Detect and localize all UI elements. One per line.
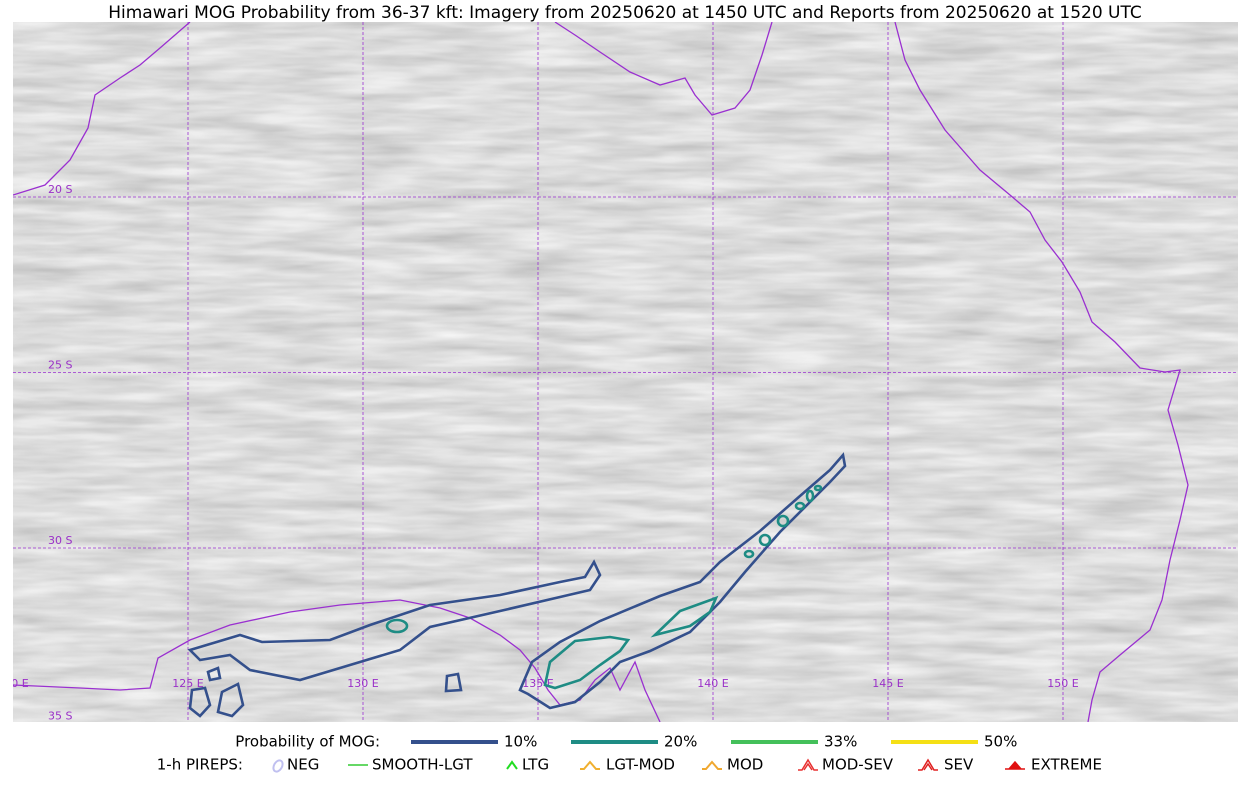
pirep-icon — [918, 758, 938, 771]
pirep-label: LGT-MOD — [606, 756, 675, 774]
pirep-icon — [798, 758, 818, 771]
pirep-icon — [1005, 760, 1025, 770]
satellite-texture — [13, 22, 1238, 722]
legend-title: Probability of MOG: — [235, 733, 380, 751]
pirep-label: EXTREME — [1031, 756, 1102, 774]
pirep-icon — [580, 760, 600, 770]
contour-10 — [188, 666, 463, 718]
lat-label: 25 S — [48, 359, 72, 372]
contour-20 — [385, 484, 823, 634]
lon-label: 135 E — [522, 677, 553, 690]
legend-label: 10% — [504, 733, 537, 751]
coastline — [13, 22, 191, 196]
legend-label: 50% — [984, 733, 1017, 751]
lon-label: 130 E — [347, 677, 378, 690]
pirep-icon — [702, 760, 722, 770]
legend-label: 20% — [664, 733, 697, 751]
coastline — [554, 22, 773, 116]
contour-10 — [518, 452, 847, 710]
pirep-label: NEG — [287, 756, 319, 774]
contour-10 — [187, 559, 602, 682]
map: 120 E 125 E 130 E 135 E 140 E 145 E 150 E 20 S 2… — [0, 22, 1238, 723]
coastline — [894, 22, 1189, 722]
lon-label: 150 E — [1047, 677, 1078, 690]
pirep-label: MOD-SEV — [822, 756, 894, 774]
contour-20 — [543, 595, 719, 690]
pirep-label: SMOOTH-LGT — [372, 756, 473, 774]
lon-label: 120 E — [0, 677, 29, 690]
title: Himawari MOG Probability from 36-37 kft:… — [108, 3, 1142, 23]
graticule: 120 E 125 E 130 E 135 E 140 E 145 E 150 E 20 S 2… — [0, 22, 1238, 723]
lat-label: 30 S — [48, 534, 72, 547]
lon-label: 140 E — [697, 677, 728, 690]
pirep-icon — [272, 759, 284, 773]
lat-label: 35 S — [48, 710, 72, 723]
pirep-label: MOD — [727, 756, 763, 774]
lon-label: 125 E — [172, 677, 203, 690]
legend: Probability of MOG: 10% 20% 33% 50% 1-h PIREP… — [157, 733, 1102, 774]
pirep-icon — [506, 760, 518, 770]
pirep-label: LTG — [522, 756, 549, 774]
legend-title: 1-h PIREPS: — [157, 756, 243, 774]
legend-label: 33% — [824, 733, 857, 751]
pirep-label: SEV — [944, 756, 974, 774]
lon-label: 145 E — [872, 677, 903, 690]
lat-label: 20 S — [48, 183, 72, 196]
